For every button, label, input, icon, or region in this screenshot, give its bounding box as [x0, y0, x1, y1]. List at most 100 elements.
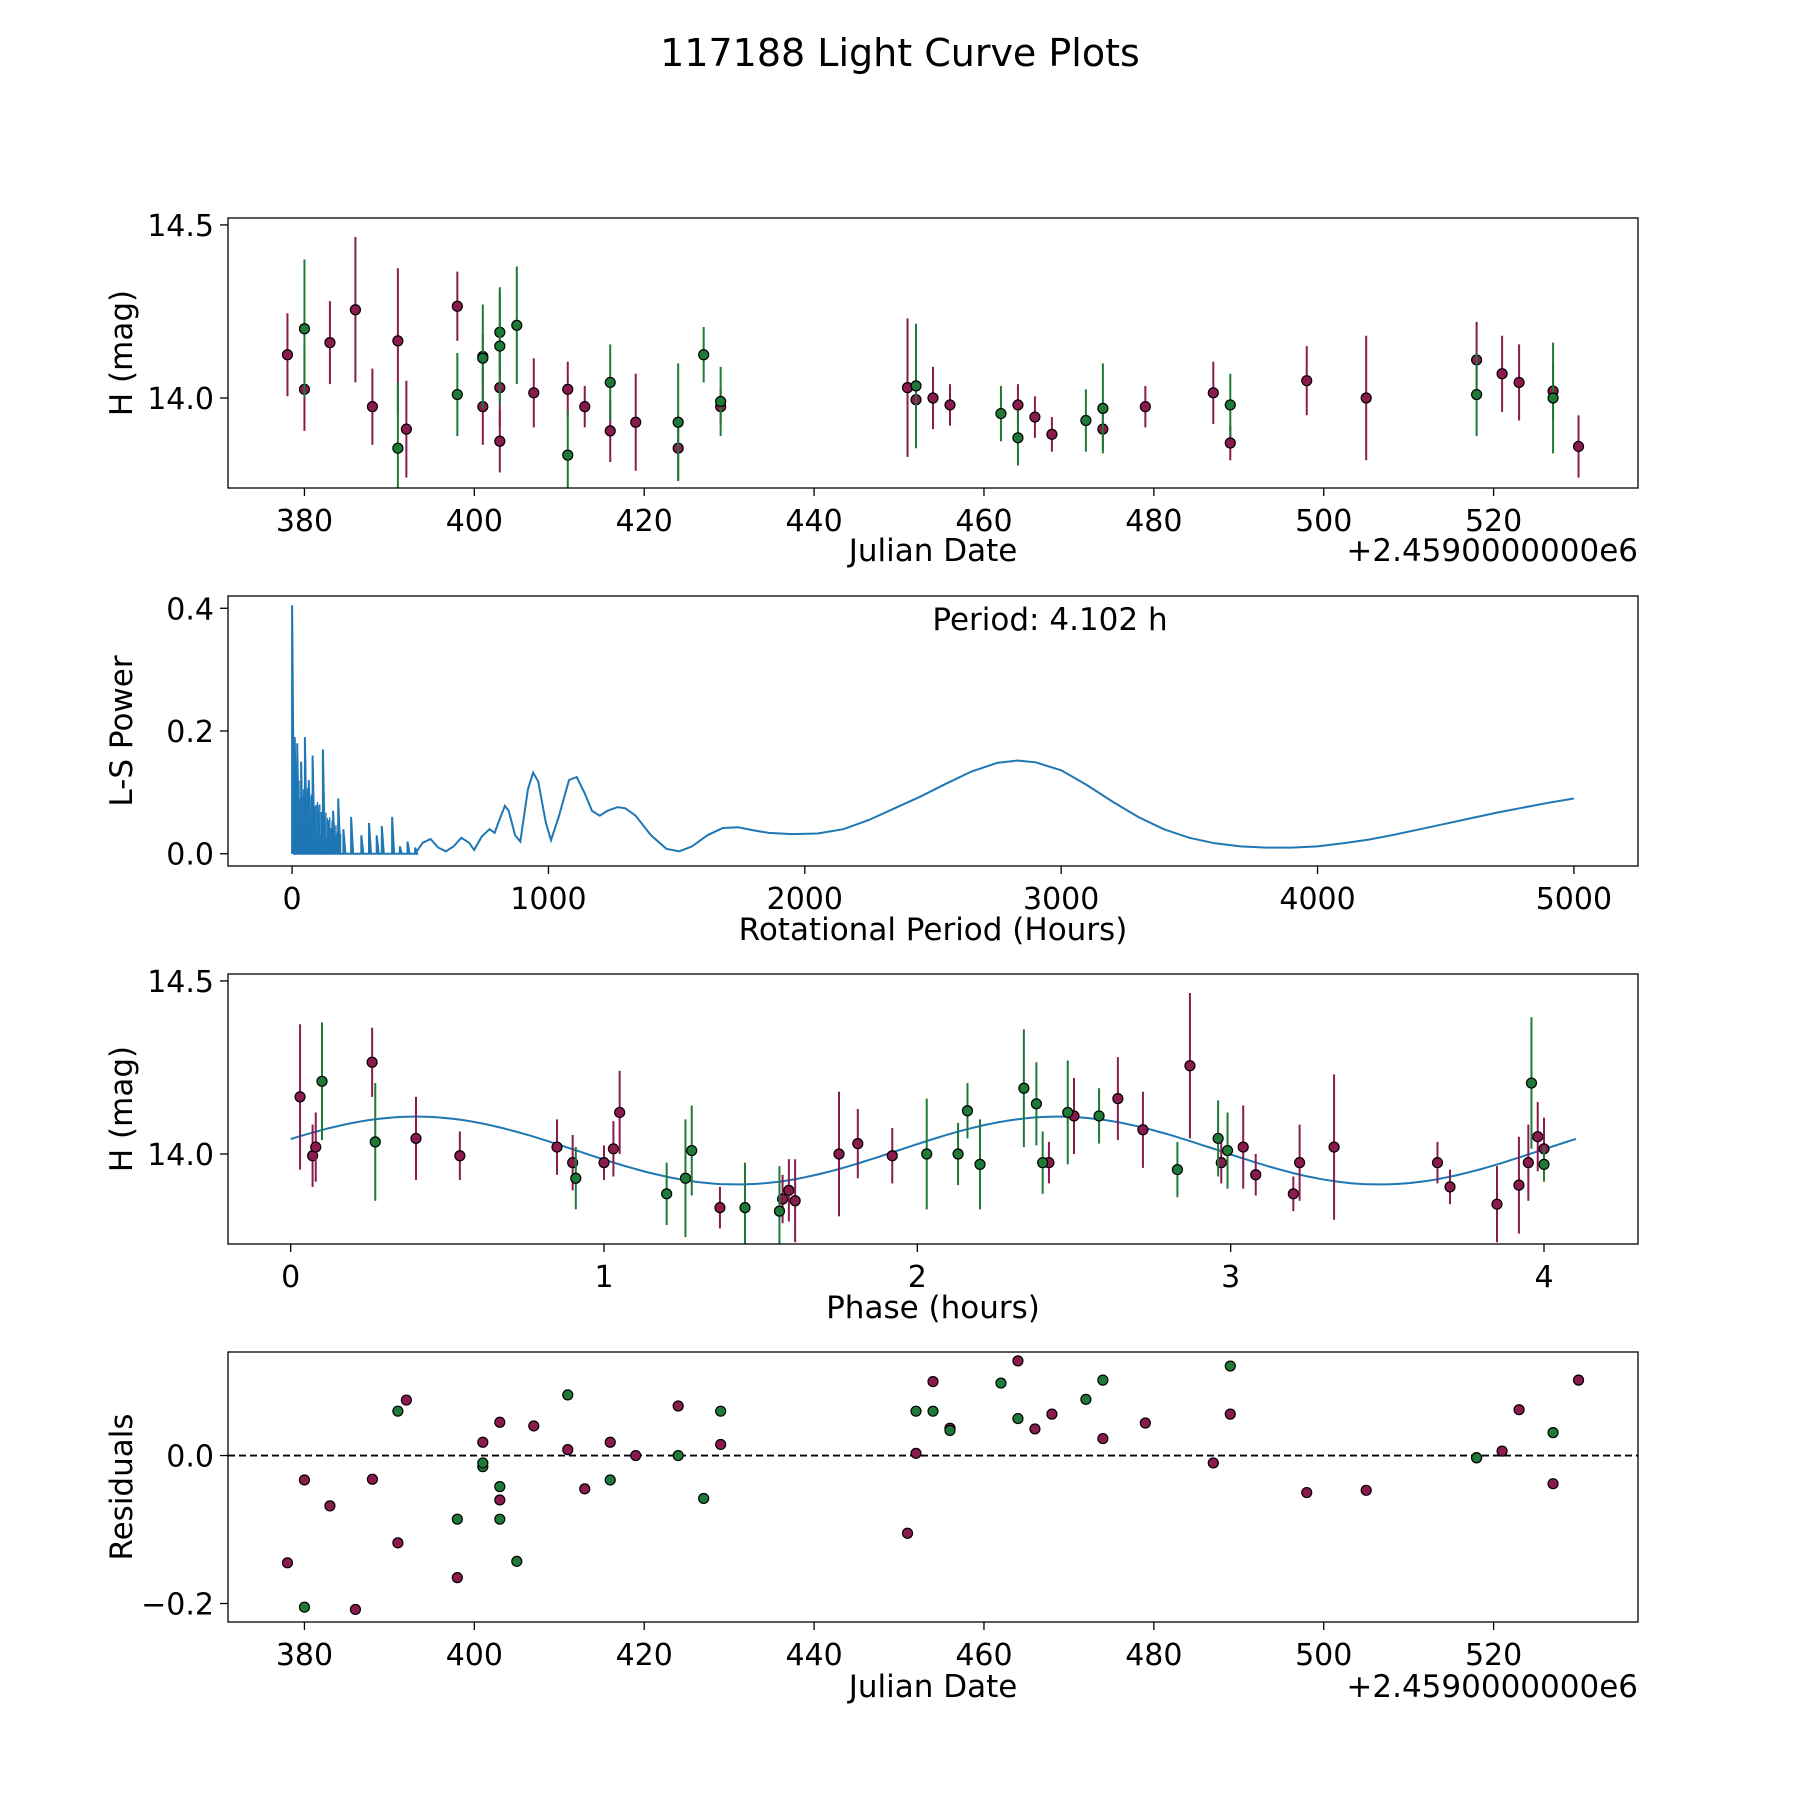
data-point — [494, 340, 506, 352]
data-point — [1080, 1393, 1092, 1405]
data-point — [686, 1144, 698, 1157]
data-point — [910, 1405, 922, 1417]
x-axis-label: Phase (hours) — [826, 1290, 1040, 1326]
data-point — [1030, 1098, 1043, 1110]
x-tick-label: 480 — [1125, 1638, 1182, 1673]
power-curve — [291, 605, 1575, 855]
figure-title: 117188 Light Curve Plots — [660, 31, 1140, 75]
data-point — [604, 1474, 616, 1486]
data-point — [366, 401, 378, 413]
data-point — [511, 319, 523, 331]
data-point — [1112, 1093, 1124, 1105]
data-point — [1029, 1423, 1041, 1435]
data-point — [833, 1148, 845, 1160]
data-point — [974, 1158, 986, 1170]
data-point — [1572, 440, 1585, 453]
data-point — [1532, 1131, 1544, 1143]
data-point — [995, 407, 1007, 420]
data-point — [1046, 1408, 1058, 1420]
x-tick-label: 520 — [1465, 1638, 1522, 1673]
data-point — [1301, 1486, 1313, 1499]
x-tick-label: 440 — [785, 504, 842, 539]
y-tick-label: 14.0 — [147, 382, 214, 417]
data-point — [1224, 1408, 1236, 1420]
x-tick-label: 2 — [908, 1260, 927, 1295]
data-point — [1137, 1124, 1149, 1136]
data-point — [630, 416, 642, 428]
y-tick-label: 14.5 — [147, 209, 214, 244]
data-point — [1018, 1082, 1030, 1094]
data-point — [604, 1436, 616, 1448]
data-point — [528, 387, 540, 399]
y-tick-label: 14.5 — [147, 965, 214, 1000]
data-point — [369, 1136, 381, 1148]
data-point — [672, 416, 684, 428]
x-tick-label: 1 — [594, 1260, 613, 1295]
data-point — [316, 1075, 328, 1087]
data-point — [927, 1375, 939, 1388]
data-point — [366, 1056, 378, 1068]
data-point — [789, 1195, 801, 1207]
x-tick-label: 4 — [1534, 1260, 1553, 1295]
data-point — [494, 1494, 506, 1506]
data-point — [715, 1438, 727, 1451]
x-tick-label: 400 — [446, 1638, 503, 1673]
x-tick-label: 400 — [446, 504, 503, 539]
data-point — [1037, 1157, 1049, 1169]
lightcurve-panel: 380 400 420 440 460 480 500 520 14.0 14.5 Julian D… — [104, 209, 1639, 569]
phased-lightcurve-panel: 0 1 2 3 4 14.0 14.5 Phase (hours) H (mag) — [104, 965, 1639, 1326]
data-point — [1221, 1144, 1234, 1157]
plot-area — [291, 605, 1575, 855]
data-point — [298, 323, 311, 335]
data-point — [715, 395, 727, 408]
data-point — [451, 300, 463, 312]
x-axis-label: Rotational Period (Hours) — [739, 912, 1128, 948]
data-point — [1360, 392, 1372, 404]
data-point — [1212, 1132, 1224, 1145]
plot-area — [281, 237, 1585, 488]
data-point — [1513, 1179, 1525, 1191]
data-point — [1287, 1188, 1299, 1200]
y-axis-label: L-S Power — [104, 655, 140, 806]
data-point — [604, 425, 616, 437]
data-point — [672, 1449, 684, 1462]
data-point — [310, 1141, 322, 1153]
x-tick-label: 3 — [1221, 1260, 1240, 1295]
x-tick-label: 3000 — [1023, 882, 1099, 917]
data-point — [1293, 1157, 1306, 1169]
y-axis-label: Residuals — [104, 1413, 140, 1560]
x-tick-label: 380 — [276, 1638, 333, 1673]
data-point — [366, 1473, 378, 1485]
data-point — [952, 1148, 964, 1160]
data-point — [1496, 1445, 1508, 1457]
data-point — [1012, 1355, 1024, 1367]
data-point — [607, 1143, 620, 1155]
x-tick-label: 380 — [276, 504, 333, 539]
y-tick-label: 14.0 — [147, 1138, 214, 1173]
data-point — [392, 442, 404, 454]
data-point — [672, 1400, 684, 1412]
axes-frame — [227, 217, 1639, 489]
data-point — [1301, 375, 1313, 387]
y-tick-label: 0.0 — [166, 1440, 214, 1475]
data-point — [1547, 1427, 1559, 1439]
data-point — [1046, 428, 1058, 440]
x-tick-label: 0 — [281, 1260, 300, 1295]
x-tick-label: 2000 — [767, 882, 843, 917]
data-point — [910, 1447, 922, 1459]
data-point — [1080, 414, 1092, 427]
data-point — [661, 1188, 673, 1200]
data-point — [1471, 388, 1483, 401]
data-point — [1207, 1457, 1219, 1469]
data-point — [944, 1424, 956, 1437]
data-point — [324, 1500, 336, 1512]
data-point — [961, 1105, 974, 1117]
data-point — [1491, 1198, 1503, 1210]
data-point — [1097, 402, 1109, 414]
data-point — [1207, 387, 1219, 399]
data-point — [551, 1141, 563, 1153]
x-tick-label: 420 — [616, 504, 673, 539]
data-point — [298, 1601, 311, 1613]
data-point — [1139, 1417, 1151, 1429]
data-point — [1012, 432, 1024, 444]
